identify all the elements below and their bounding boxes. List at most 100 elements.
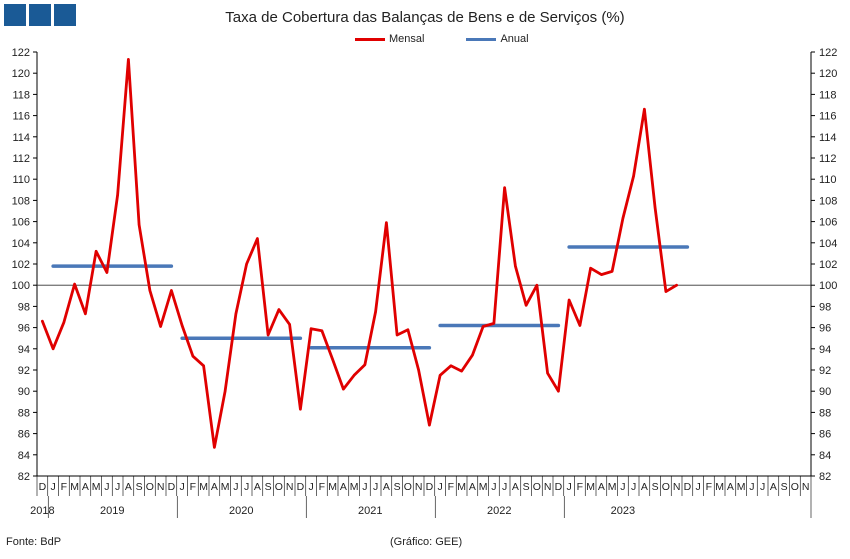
y-tick-label-right: 96 [819, 323, 831, 335]
x-month-label: D [426, 481, 434, 493]
mensal-point [449, 364, 453, 367]
y-tick-label-right: 120 [819, 68, 837, 80]
y-tick-label-right: 98 [819, 301, 831, 313]
chart-title: Taxa de Cobertura das Balanças de Bens e… [225, 9, 625, 26]
mensal-point [148, 289, 152, 292]
y-tick-label-right: 92 [819, 365, 831, 377]
logo-block-1 [4, 4, 26, 26]
mensal-point [170, 289, 173, 292]
x-month-label: M [221, 481, 230, 493]
mensal-point [664, 290, 668, 293]
x-month-label: F [190, 481, 196, 493]
x-month-label: S [781, 481, 788, 493]
x-month-label: J [491, 481, 496, 493]
y-tick-label-left: 110 [12, 174, 30, 186]
mensal-point [578, 324, 582, 327]
mensal-point [51, 347, 55, 350]
x-month-label: A [512, 481, 519, 493]
y-tick-label-left: 82 [18, 471, 30, 483]
mensal-point [137, 223, 141, 226]
mensal-point [374, 310, 377, 313]
x-month-label: M [328, 481, 337, 493]
y-tick-label-right: 110 [819, 174, 837, 186]
x-month-label: J [696, 481, 701, 493]
mensal-point [73, 282, 76, 286]
chart-credit: (Gráfico: GEE) [390, 536, 463, 548]
mensal-point [643, 108, 646, 111]
mensal-point [481, 325, 485, 328]
y-tick-label-left: 88 [18, 407, 30, 419]
logo-block-3 [54, 4, 76, 26]
mensal-point [234, 312, 238, 316]
x-month-label: N [286, 481, 294, 493]
x-month-label: F [706, 481, 712, 493]
x-month-label: M [457, 481, 466, 493]
mensal-point [116, 193, 119, 197]
mensal-point [428, 423, 431, 427]
x-month-label: F [319, 481, 325, 493]
x-month-label: O [662, 481, 670, 493]
x-year-label: 2020 [229, 505, 253, 517]
legend-item-anual: Anual [466, 33, 529, 45]
y-tick-label-right: 114 [819, 132, 837, 144]
y-tick-label-left: 100 [12, 280, 30, 292]
x-month-label: N [415, 481, 423, 493]
x-month-label: J [620, 481, 625, 493]
y-tick-label-left: 104 [12, 238, 30, 250]
mensal-point [180, 324, 184, 327]
y-tick-label-left: 114 [12, 132, 30, 144]
x-month-label: J [749, 481, 754, 493]
mensal-point [675, 284, 678, 287]
x-month-label: O [791, 481, 799, 493]
mensal-point [352, 374, 356, 377]
y-tick-label-left: 94 [18, 344, 30, 356]
legend-label-mensal: Mensal [389, 33, 425, 45]
x-month-label: J [438, 481, 443, 493]
mensal-line [41, 58, 678, 449]
x-month-label: J [373, 481, 378, 493]
x-month-label: S [136, 481, 143, 493]
mensal-point [385, 221, 388, 224]
x-month-label: J [233, 481, 238, 493]
y-tick-label-left: 92 [18, 365, 30, 377]
x-month-label: S [394, 481, 401, 493]
mensal-point [546, 371, 549, 375]
x-month-label: M [586, 481, 595, 493]
logo-block-2 [29, 4, 51, 26]
brand-logo [4, 4, 76, 26]
mensal-point [567, 298, 571, 302]
x-month-label: D [39, 481, 47, 493]
x-month-label: M [70, 481, 79, 493]
x-month-label: A [383, 481, 390, 493]
mensal-point [309, 327, 313, 330]
y-tick-label-right: 86 [819, 429, 831, 441]
mensal-point [514, 264, 517, 268]
x-month-label: D [168, 481, 176, 493]
x-month-label: S [652, 481, 659, 493]
mensal-point [213, 446, 216, 449]
mensal-point [245, 262, 248, 266]
x-month-label: O [533, 481, 541, 493]
y-tick-label-left: 84 [18, 450, 30, 462]
x-month-label: J [309, 481, 314, 493]
x-month-label: M [92, 481, 101, 493]
x-month-label: M [608, 481, 617, 493]
mensal-point [535, 284, 539, 287]
x-year-label: 2019 [100, 505, 124, 517]
mensal-point [127, 58, 130, 61]
anual-series [51, 245, 690, 350]
mensal-point [589, 267, 592, 270]
x-month-label: M [350, 481, 359, 493]
mensal-point [288, 323, 291, 326]
x-year-label: 2022 [487, 505, 511, 517]
x-month-label: M [199, 481, 208, 493]
mensal-point [105, 271, 109, 274]
x-month-label: O [404, 481, 412, 493]
mensal-point [653, 206, 657, 210]
y-tick-label-left: 96 [18, 323, 30, 335]
x-month-label: N [157, 481, 165, 493]
mensal-point [342, 387, 345, 391]
legend-swatch-anual [466, 37, 497, 41]
x-month-label: O [146, 481, 154, 493]
